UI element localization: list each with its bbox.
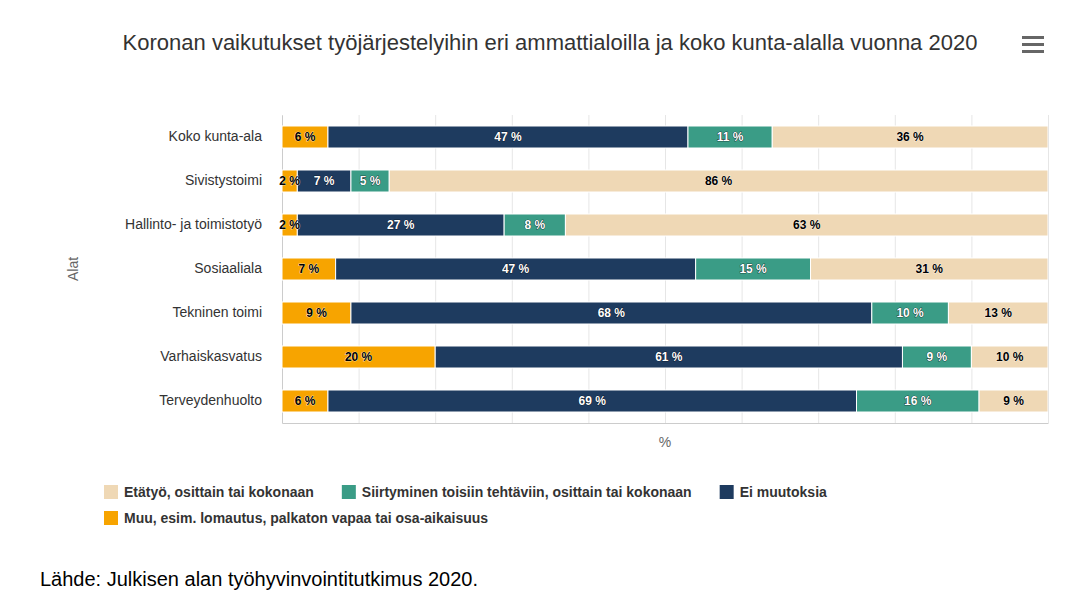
data-label: 47 %	[502, 262, 530, 276]
menu-icon-bar[interactable]	[1022, 50, 1044, 53]
legend-label[interactable]: Ei muutoksia	[740, 484, 827, 500]
title: Koronan vaikutukset työjärjestelyihin er…	[123, 30, 978, 55]
menu-icon-bar[interactable]	[1022, 43, 1044, 46]
legend-item[interactable]: Ei muutoksia	[720, 484, 827, 500]
data-label: 7 %	[314, 174, 335, 188]
y-tick: Hallinto- ja toimistotyö	[125, 216, 262, 232]
bar-segment	[688, 126, 772, 148]
bar-segment	[328, 390, 857, 412]
data-label: 6 %	[295, 130, 316, 144]
bar-segment	[902, 346, 971, 368]
bar-segment	[351, 170, 389, 192]
legend-label[interactable]: Siirtyminen toisiin tehtäviin, osittain …	[362, 484, 692, 500]
menu-icon-bar[interactable]	[1022, 36, 1044, 39]
y-axis-title: Alat	[65, 257, 81, 281]
data-label: 69 %	[579, 394, 607, 408]
legend-item[interactable]: Etätyö, osittain tai kokonaan	[104, 484, 314, 500]
legend-swatch[interactable]	[720, 485, 734, 499]
x-axis-title: %	[659, 434, 671, 450]
bar-segment	[282, 390, 328, 412]
data-label: 11 %	[717, 130, 744, 144]
y-tick-label: Tekninen toimi	[173, 304, 263, 320]
data-label: 10 %	[996, 350, 1024, 364]
legend-item[interactable]: Siirtyminen toisiin tehtäviin, osittain …	[342, 484, 692, 500]
legend-swatch[interactable]	[342, 485, 356, 499]
x-axis	[283, 115, 1049, 424]
y-tick-label: Sivistystoimi	[185, 172, 262, 188]
data-label: 27 %	[387, 218, 415, 232]
bar-segment	[696, 258, 811, 280]
bar-segment	[504, 214, 565, 236]
data-label: 9 %	[1003, 394, 1024, 408]
menu-icon[interactable]	[1022, 36, 1044, 53]
bar-segment	[948, 302, 1048, 324]
legend-item[interactable]: Muu, esim. lomautus, palkaton vapaa tai …	[104, 510, 488, 526]
grid-line	[1048, 115, 1049, 423]
bar-segment	[282, 126, 328, 148]
data-label: 63 %	[793, 218, 821, 232]
data-label: 36 %	[896, 130, 924, 144]
data-label: 15 %	[739, 262, 767, 276]
data-label: 68 %	[598, 306, 626, 320]
bar-segment	[336, 258, 696, 280]
x-axis-line	[283, 423, 1049, 424]
y-tick: Varhaiskasvatus	[160, 348, 262, 364]
data-label: 7 %	[298, 262, 319, 276]
y-tick: Koko kunta-ala	[169, 128, 263, 144]
legend-swatch[interactable]	[104, 485, 118, 499]
bar-segment	[328, 126, 688, 148]
bar-segment	[351, 302, 872, 324]
bar-segment	[297, 214, 504, 236]
chart: Koronan vaikutukset työjärjestelyihin er…	[0, 0, 1080, 615]
data-label: 47 %	[494, 130, 522, 144]
y-tick-label: Varhaiskasvatus	[160, 348, 262, 364]
y-tick-label: Hallinto- ja toimistotyö	[125, 216, 262, 232]
data-label: 86 %	[705, 174, 733, 188]
bar-segment	[872, 302, 949, 324]
y-tick: Tekninen toimi	[173, 304, 263, 320]
y-tick: Terveydenhuolto	[159, 392, 262, 408]
data-label: 2 %	[279, 174, 300, 188]
bar-segment	[282, 258, 336, 280]
legend: Etätyö, osittain tai kokonaan Siirtyminen…	[104, 484, 827, 526]
bar-segment	[772, 126, 1048, 148]
data-label: 31 %	[916, 262, 944, 276]
data-label: 9 %	[306, 306, 327, 320]
data-labels: 6 % 2 % 2 % 7 % 9 % 20 % 6 % 47 % 7 % 27 % 47 % 68 …	[279, 130, 1024, 408]
bar-segment	[811, 258, 1048, 280]
bar-segment	[857, 390, 980, 412]
data-label: 5 %	[360, 174, 381, 188]
y-axis: Koko kunta-ala Sivistystoimi Hallinto- ja …	[125, 116, 282, 424]
bar-segment	[979, 390, 1048, 412]
data-label: 61 %	[655, 350, 683, 364]
bar-segment	[389, 170, 1048, 192]
legend-label[interactable]: Etätyö, osittain tai kokonaan	[124, 484, 314, 500]
legend-swatch[interactable]	[104, 511, 118, 525]
data-label: 8 %	[524, 218, 545, 232]
y-tick-label: Sosiaaliala	[194, 260, 262, 276]
data-label: 13 %	[985, 306, 1013, 320]
legend-label[interactable]: Muu, esim. lomautus, palkaton vapaa tai …	[124, 510, 488, 526]
data-label: 20 %	[345, 350, 373, 364]
y-tick-label: Koko kunta-ala	[169, 128, 263, 144]
data-label: 9 %	[927, 350, 948, 364]
x-tick	[1048, 115, 1049, 423]
source: Lähde: Julkisen alan työhyvinvointitutki…	[40, 568, 478, 590]
bar-segment	[282, 302, 351, 324]
y-tick: Sivistystoimi	[185, 172, 262, 188]
y-tick: Sosiaaliala	[194, 260, 262, 276]
data-label: 10 %	[896, 306, 924, 320]
data-label: 16 %	[904, 394, 932, 408]
bars	[282, 126, 1048, 412]
bar-segment	[297, 170, 351, 192]
data-label: 2 %	[279, 218, 300, 232]
y-tick-label: Terveydenhuolto	[159, 392, 262, 408]
bar-segment	[282, 346, 435, 368]
bar-segment	[565, 214, 1048, 236]
bar-segment	[971, 346, 1048, 368]
data-label: 6 %	[295, 394, 316, 408]
bar-segment	[435, 346, 902, 368]
